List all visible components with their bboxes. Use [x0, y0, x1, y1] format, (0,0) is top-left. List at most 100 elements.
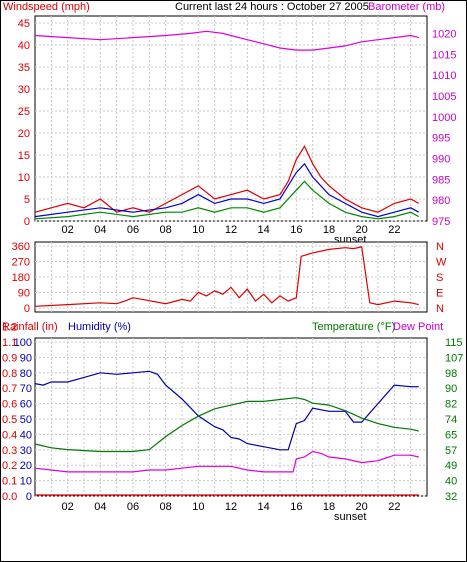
x-tick-label: 04 — [94, 501, 106, 513]
barometer-tick-label: 1010 — [432, 70, 456, 82]
temperature-tick-label: 107 — [445, 352, 463, 364]
barometer-tick-label: 1015 — [432, 49, 456, 61]
temperature-tick-label: 98 — [445, 368, 457, 380]
series-humidity — [34, 370, 419, 451]
temperature-tick-labels: 32 40 49 57 65 74 82 90 98 107 115 — [445, 337, 463, 503]
series-temperature — [34, 397, 419, 453]
temperature-tick-label: 74 — [445, 414, 457, 426]
x-tick-label: 02 — [62, 224, 74, 236]
humidity-tick-label: 70 — [20, 383, 32, 395]
barometer-axis-label: Barometer (mb) — [368, 1, 445, 13]
windspeed-axis-label: Windspeed (mph) — [3, 1, 90, 13]
rainfall-tick-label: 0.6 — [2, 399, 17, 411]
x-tick-label: 20 — [356, 224, 368, 236]
humidity-tick-label: 30 — [20, 445, 32, 457]
temperature-tick-label: 40 — [445, 476, 457, 488]
temperature-tick-label: 90 — [445, 383, 457, 395]
humidity-tick-label: 100 — [14, 337, 32, 349]
x-tick-label: 06 — [127, 501, 139, 513]
chart-title: Current last 24 hours : October 27 2005 — [175, 1, 369, 13]
wind-x-tick-labels: 02 04 06 08 10 12 14 16 18 20 22 — [62, 224, 401, 236]
rainfall-tick-label: 0.9 — [2, 352, 17, 364]
humidity-tick-label: 50 — [20, 414, 32, 426]
x-tick-label: 18 — [323, 501, 335, 513]
series-dew-point — [34, 450, 419, 473]
direction-degree-labels: 0 90 180 270 360 — [12, 241, 30, 315]
rainfall-tick-label: 0.5 — [2, 414, 17, 426]
x-tick-label: 08 — [160, 224, 172, 236]
rainfall-tick-label: 1.2 — [2, 322, 17, 334]
climate-plot-area — [34, 337, 428, 497]
direction-series — [34, 246, 419, 307]
temperature-tick-label: 57 — [445, 445, 457, 457]
compass-tick-label: N — [436, 241, 444, 253]
windspeed-tick-label: 15 — [18, 150, 30, 162]
direction-tick-label: 360 — [12, 241, 30, 253]
humidity-tick-label: 20 — [20, 460, 32, 472]
climate-series — [34, 370, 419, 496]
x-tick-label: 02 — [62, 501, 74, 513]
humidity-tick-label: 10 — [20, 476, 32, 488]
temperature-tick-label: 49 — [445, 460, 457, 472]
x-tick-label: 12 — [225, 224, 237, 236]
windspeed-tick-label: 25 — [18, 106, 30, 118]
climate-sunset-label: sunset — [334, 511, 366, 523]
x-tick-label: 12 — [225, 501, 237, 513]
windspeed-tick-label: 0 — [24, 216, 30, 228]
rainfall-tick-label: 0.7 — [2, 383, 17, 395]
humidity-tick-labels: 0 10 20 30 40 50 60 70 80 90 100 — [14, 337, 32, 503]
x-tick-label: 10 — [192, 501, 204, 513]
rainfall-tick-label: 1.1 — [2, 337, 17, 349]
windspeed-tick-label: 5 — [24, 194, 30, 206]
temperature-axis-label: Temperature (°F) — [312, 321, 395, 333]
humidity-tick-label: 0 — [26, 491, 32, 503]
humidity-tick-label: 90 — [20, 352, 32, 364]
x-tick-label: 14 — [258, 224, 270, 236]
windspeed-tick-labels: 0 5 10 15 20 25 30 35 40 45 — [18, 18, 30, 228]
x-tick-label: 16 — [290, 224, 302, 236]
compass-tick-label: S — [436, 272, 443, 284]
series-gust — [34, 162, 420, 218]
temperature-tick-label: 65 — [445, 429, 457, 441]
windspeed-tick-label: 10 — [18, 172, 30, 184]
rainfall-tick-label: 0.0 — [2, 491, 17, 503]
rainfall-tick-label: 0.8 — [2, 368, 17, 380]
climate-x-tick-labels: 02 04 06 08 10 12 14 16 18 20 22 — [62, 501, 401, 513]
dewpoint-axis-label: Dew Point — [393, 321, 443, 333]
barometer-tick-label: 1000 — [432, 112, 456, 124]
series-average — [34, 180, 420, 220]
barometer-tick-label: 980 — [432, 195, 450, 207]
direction-tick-label: 0 — [24, 303, 30, 315]
series-direction — [34, 246, 419, 307]
humidity-tick-label: 40 — [20, 429, 32, 441]
rainfall-tick-label: 0.3 — [2, 445, 17, 457]
x-tick-label: 04 — [94, 224, 106, 236]
humidity-tick-label: 80 — [20, 368, 32, 380]
barometer-tick-label: 985 — [432, 174, 450, 186]
temperature-tick-label: 115 — [445, 337, 463, 349]
humidity-tick-label: 60 — [20, 399, 32, 411]
barometer-tick-labels: 975 980 985 990 995 1000 1005 1010 1015 1020 — [432, 28, 456, 228]
windspeed-tick-label: 30 — [18, 84, 30, 96]
windspeed-tick-label: 40 — [18, 40, 30, 52]
windspeed-tick-label: 20 — [18, 128, 30, 140]
direction-tick-label: 180 — [12, 272, 30, 284]
x-tick-label: 08 — [160, 501, 172, 513]
x-tick-label: 06 — [127, 224, 139, 236]
barometer-tick-label: 975 — [432, 216, 450, 228]
x-tick-label: 18 — [323, 224, 335, 236]
wind-plot-area — [34, 15, 428, 222]
direction-grid — [35, 242, 427, 312]
series-windspeed — [34, 144, 420, 213]
compass-tick-label: N — [436, 303, 444, 315]
wind-series — [34, 30, 420, 220]
x-tick-label: 10 — [192, 224, 204, 236]
x-tick-label: 16 — [290, 501, 302, 513]
barometer-tick-label: 1020 — [432, 28, 456, 40]
temperature-tick-label: 32 — [445, 491, 457, 503]
windspeed-tick-label: 45 — [18, 18, 30, 30]
direction-tick-label: 90 — [18, 288, 30, 300]
humidity-axis-label: Humidity (%) — [68, 321, 131, 333]
